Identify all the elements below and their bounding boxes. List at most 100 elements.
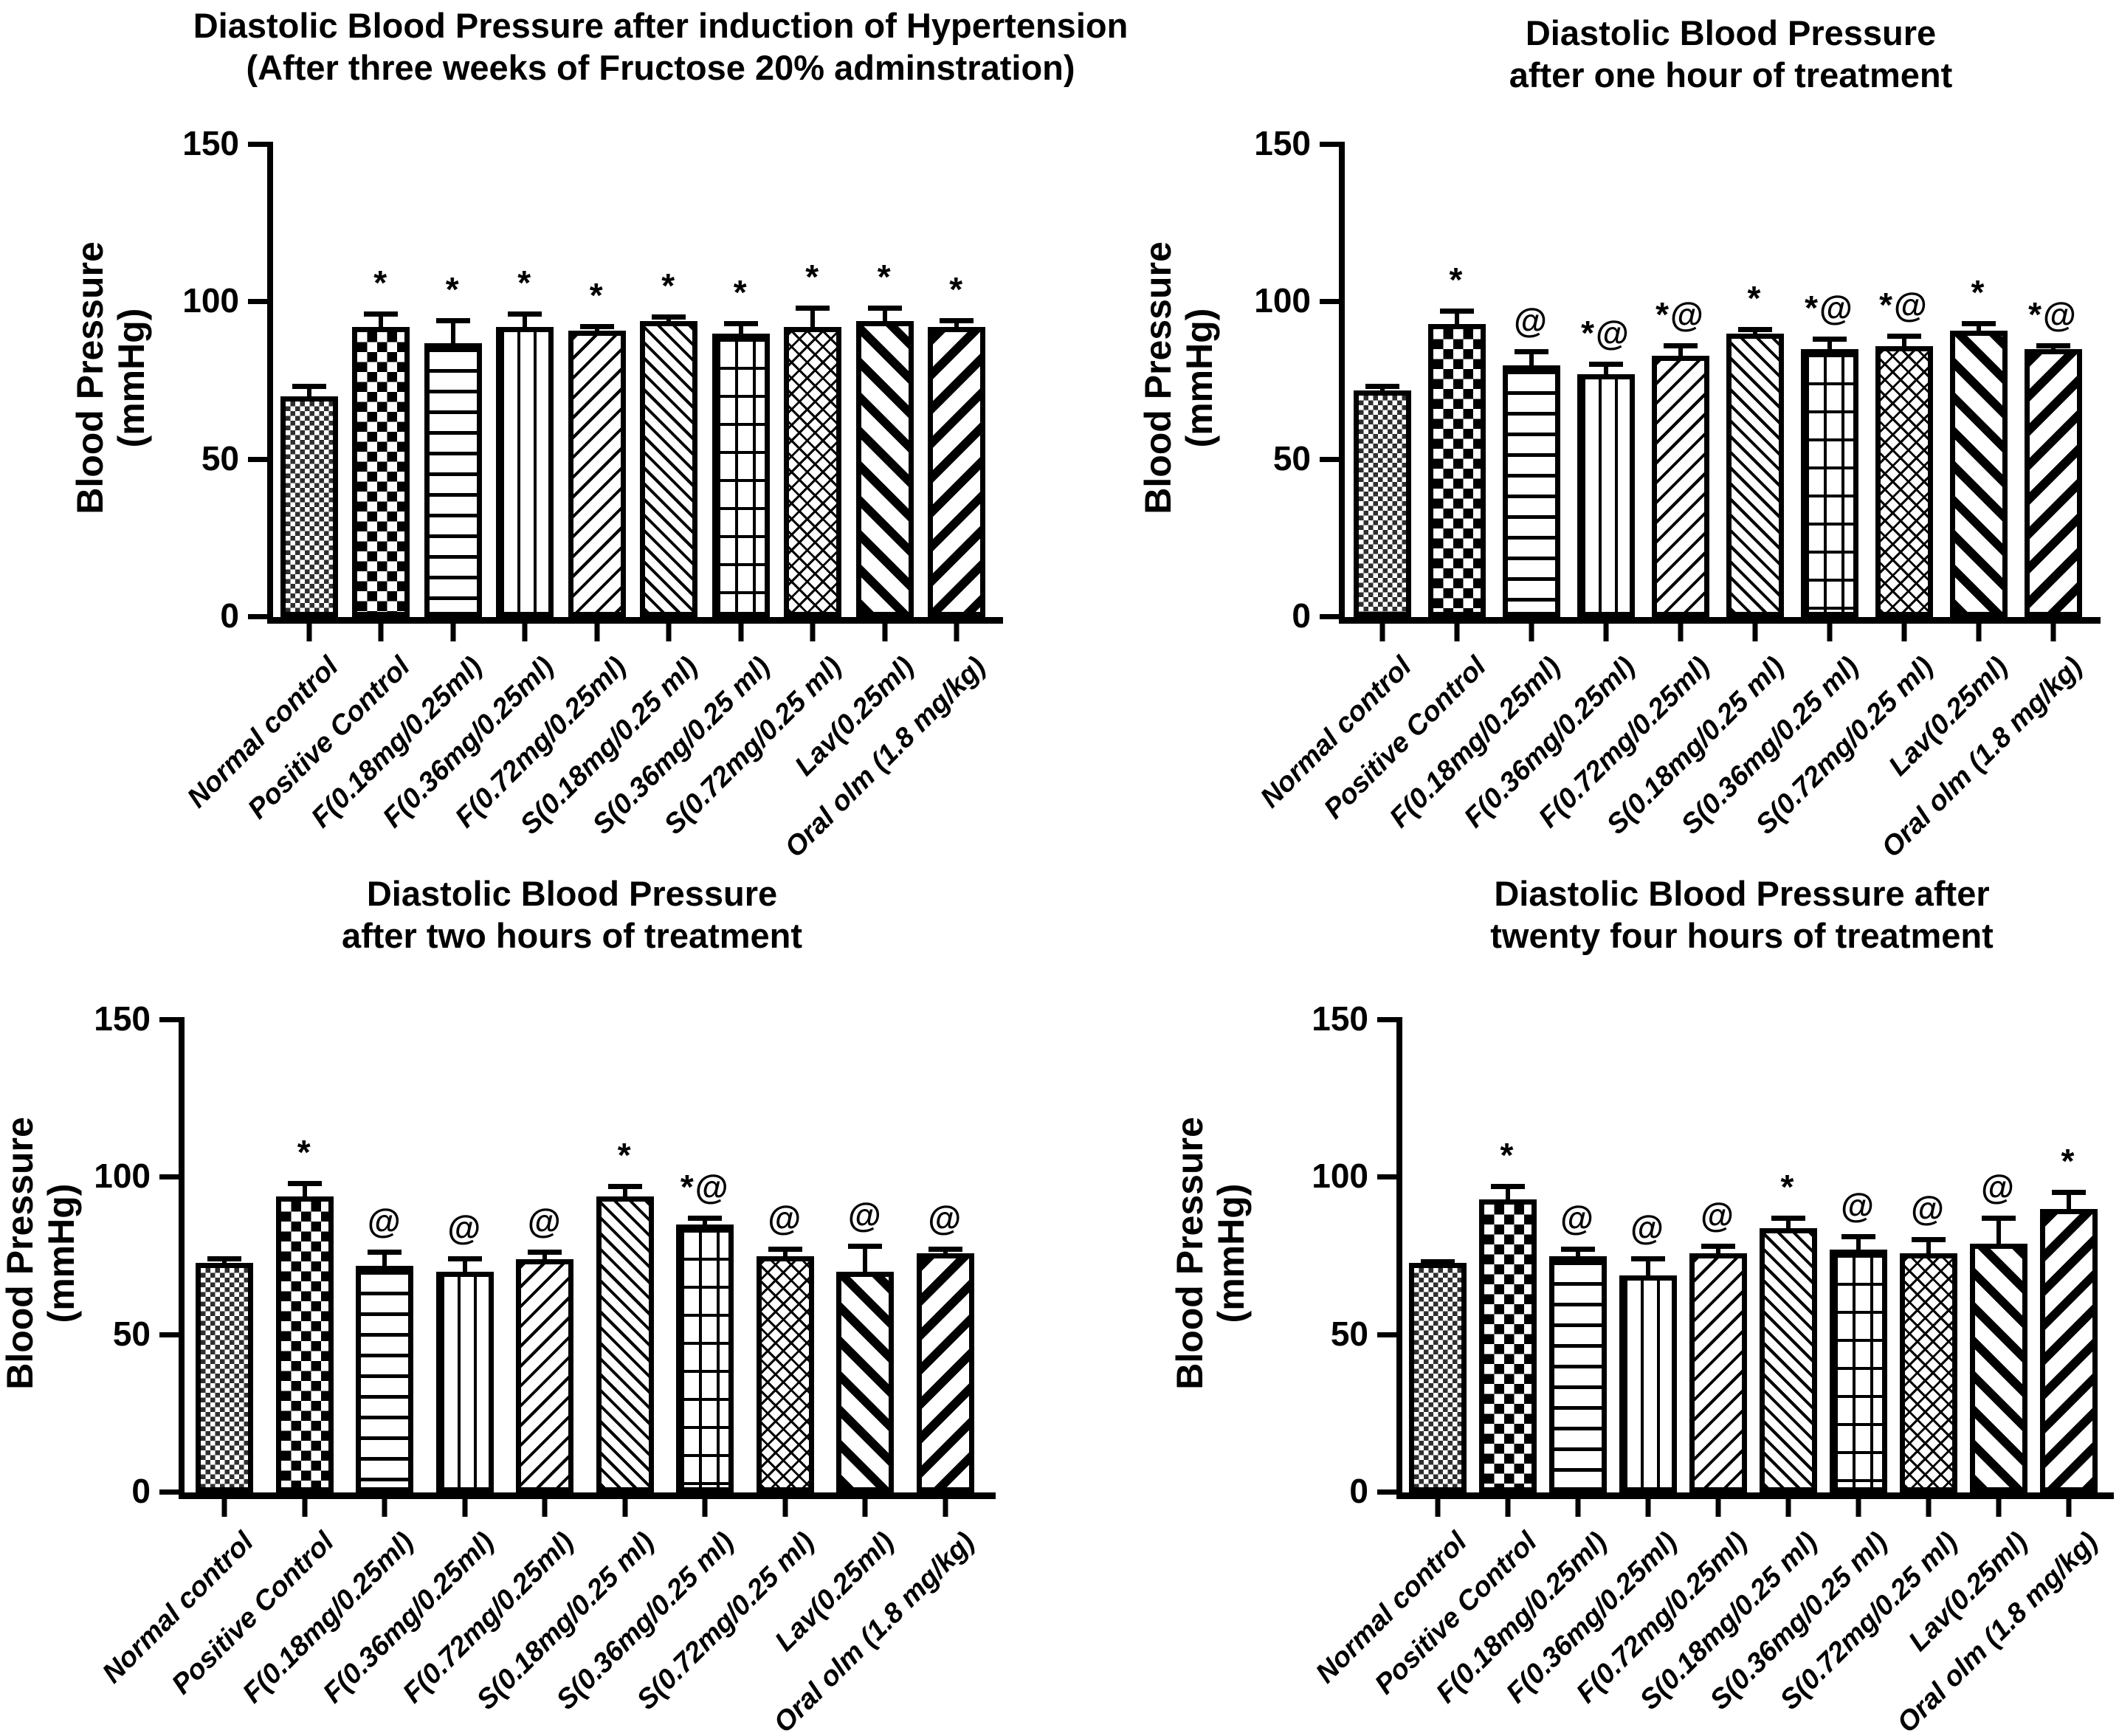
x-tick-mark [1752,624,1757,641]
significance-annotation: @ [1701,1195,1735,1234]
error-bar-stem [882,305,887,323]
x-tick-mark [1785,1499,1791,1517]
bar-S(0.18mg/0.25 ml) [596,1196,654,1492]
x-tick-mark [810,624,816,641]
error-bar-cap [435,317,470,323]
bar-group [185,1020,265,1517]
bar-group [1402,1020,1472,1517]
bar-F(0.18mg/0.25ml) [1502,365,1560,617]
error-bar-cap [1560,1247,1595,1253]
y-tick-mark [248,456,267,462]
error-bar-cap [1911,1237,1946,1243]
error-bar-cap [1588,362,1623,368]
error-bar-stem [810,305,816,329]
x-tick-mark [450,624,456,641]
bar-group: * [561,145,633,641]
significance-annotation: * [373,264,389,303]
significance-annotation: * [1747,279,1763,318]
bar-F(0.18mg/0.25ml) [1548,1256,1607,1492]
significance-annotation: *@ [1805,289,1854,328]
panel-title-line2: after two hours of treatment [341,916,803,956]
error-bar [1588,362,1623,376]
x-tick-mark [882,624,888,641]
error-bar [508,311,542,329]
bar-group: *@ [1867,145,1941,641]
x-tick-mark [1505,1499,1510,1517]
bar-group: * [849,145,921,641]
y-axis-line [1339,142,1345,617]
error-bar-stem [450,317,455,345]
error-bar-cap [1812,337,1847,342]
significance-annotation: @ [1630,1208,1665,1247]
y-tick-mark [1320,142,1339,147]
significance-annotation: * [1500,1135,1515,1174]
bar-group [273,145,345,641]
bar-S(0.18mg/0.25 ml) [640,320,698,617]
y-tick-label: 50 [201,438,239,478]
bar-Oral olm (1.8 mg/kg) [2024,349,2082,617]
significance-annotation: @ [928,1199,963,1238]
y-tick-label: 0 [1349,1472,1368,1510]
x-tick-mark [1996,1499,2001,1517]
x-tick-mark [1678,624,1683,641]
error-bar-stem [306,384,311,399]
bar-group: * [489,145,562,641]
error-bar [1737,327,1772,335]
bar-S(0.72mg/0.25 ml) [1899,1253,1957,1492]
x-tick-mark [221,1499,227,1517]
bar-F(0.36mg/0.25ml) [1619,1275,1677,1492]
y-tick-label: 150 [94,999,151,1038]
x-tick-mark [522,624,528,641]
significance-annotation: * [733,272,748,311]
x-tick-mark [1435,1499,1440,1517]
x-tick-mark [1976,624,1981,641]
significance-annotation: * [517,264,533,303]
y-tick-mark [159,1017,179,1022]
y-axis-line [179,1017,185,1492]
error-bar [940,317,974,329]
error-bar-cap [652,314,686,320]
significance-annotation: * [1971,272,1986,311]
error-bar [1812,337,1847,351]
bar-F(0.18mg/0.25ml) [424,342,482,617]
y-tick-label: 150 [182,124,239,162]
error-bar-cap [1981,1215,2016,1221]
x-tick-mark [782,1499,788,1517]
bar-F(0.36mg/0.25ml) [1577,374,1635,617]
panel-title-line1: Diastolic Blood Pressure [1525,13,1937,52]
y-tick-label: 100 [94,1157,151,1196]
y-tick-mark [1377,1489,1396,1495]
bar-group: @ [1494,145,1568,641]
error-bar [579,324,614,332]
error-bar-cap [1961,320,1996,326]
bar-group: * [2033,1020,2104,1517]
bar-Lav(0.25ml) [836,1272,895,1492]
bar-F(0.36mg/0.25ml) [435,1272,494,1492]
y-tick-mark [1320,299,1339,305]
y-tick-mark [248,299,267,305]
x-tick-mark [1827,624,1832,641]
x-tick-mark [666,624,672,641]
error-bar-cap [688,1215,723,1221]
bar-group: * [1472,1020,1543,1517]
y-axis-title: Blood Pressure (mmHg) [69,241,152,514]
error-bar-stem [954,317,959,329]
bar-group: @ [505,1020,585,1517]
bar-F(0.72mg/0.25ml) [1651,355,1709,617]
bar-group: * [921,145,993,641]
bar-group: * [633,145,706,641]
bar-S(0.72mg/0.25 ml) [756,1256,814,1492]
bar-group: @ [745,1020,826,1517]
error-bar-cap [796,305,830,311]
bar-Normal control [1353,390,1411,617]
error-bar [848,1243,883,1274]
bar-group: *@ [1792,145,1867,641]
bar-S(0.36mg/0.25 ml) [1800,349,1858,617]
error-bar-stem [302,1180,307,1198]
bar-group: *@ [1568,145,1643,641]
significance-annotation: * [949,269,965,309]
error-bar [2036,342,2070,351]
bar-F(0.72mg/0.25ml) [568,330,626,617]
x-tick-mark [1575,1499,1580,1517]
significance-annotation: * [877,257,892,296]
